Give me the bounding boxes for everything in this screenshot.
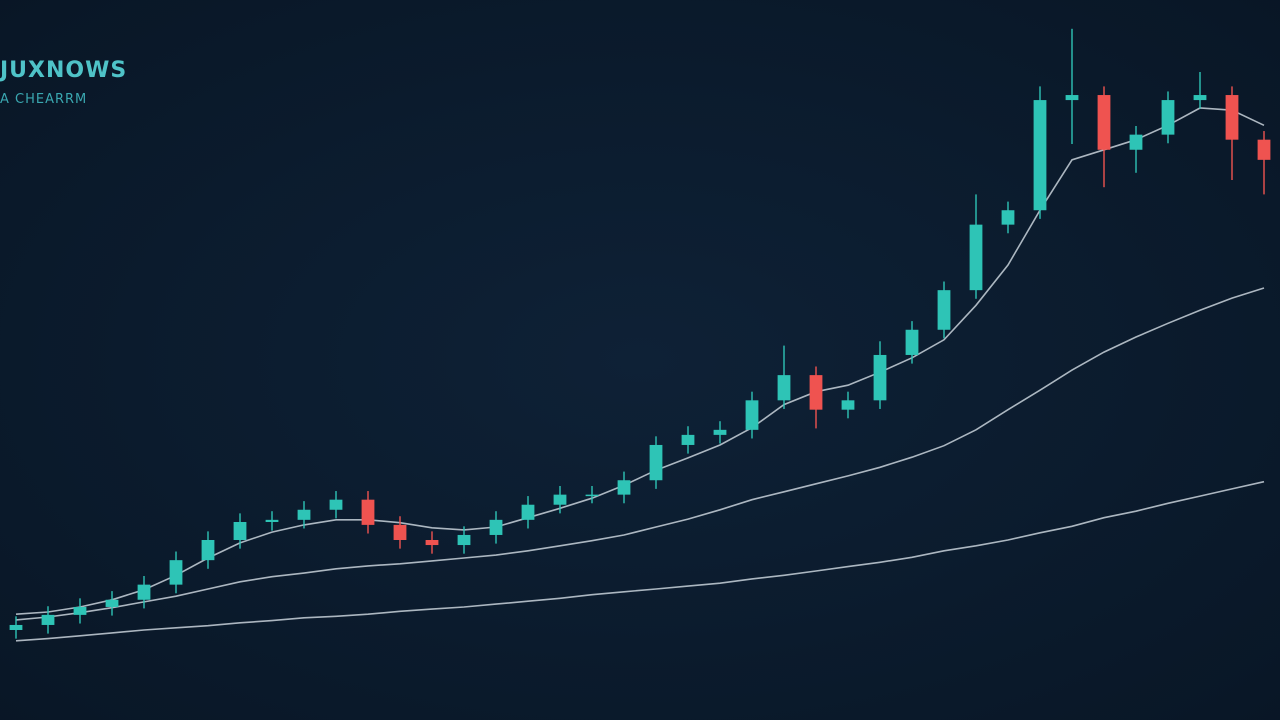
chart-title: JUXNOWS (0, 58, 127, 83)
candle-body (873, 354, 887, 401)
candle-body (969, 224, 983, 291)
chart-subtitle: A CHEARRM (0, 92, 87, 107)
candle-body (937, 290, 951, 330)
candle-body (457, 534, 471, 546)
candle-body (329, 499, 343, 510)
candle-body (137, 584, 151, 600)
candle-body (585, 494, 599, 497)
candle-body (393, 524, 407, 540)
candle-body (1065, 95, 1079, 101)
candle-body (649, 444, 663, 481)
candle-body (361, 499, 375, 525)
candle-body (1001, 210, 1015, 225)
candle-body (681, 434, 695, 445)
candle-body (521, 504, 535, 520)
candle-body (297, 509, 311, 520)
candle-body (9, 624, 23, 630)
candle-body (1257, 139, 1271, 160)
candle-body (905, 329, 919, 355)
candle-body (553, 494, 567, 505)
candle-body (169, 560, 183, 585)
candle-body (1193, 95, 1207, 101)
candle-body (1097, 95, 1111, 150)
candle-body (233, 522, 247, 540)
candle-body (425, 540, 439, 546)
candle-body (1225, 95, 1239, 140)
candle-body (777, 375, 791, 401)
moving-average-line (15, 107, 1265, 615)
candle-body (265, 519, 279, 522)
candle-body (713, 429, 727, 435)
candle-body (809, 375, 823, 410)
candle-body (1129, 134, 1143, 150)
candle-body (745, 400, 759, 430)
moving-average-line (15, 287, 1265, 621)
candle-body (841, 400, 855, 410)
candle-body (1161, 100, 1175, 135)
candle-body (489, 519, 503, 535)
candle-body (617, 480, 631, 495)
candle-body (105, 599, 119, 607)
candle-body (201, 540, 215, 561)
candle-body (41, 614, 55, 625)
candle-body (1033, 100, 1047, 211)
candle-body (73, 606, 87, 615)
moving-average-line (15, 480, 1265, 642)
